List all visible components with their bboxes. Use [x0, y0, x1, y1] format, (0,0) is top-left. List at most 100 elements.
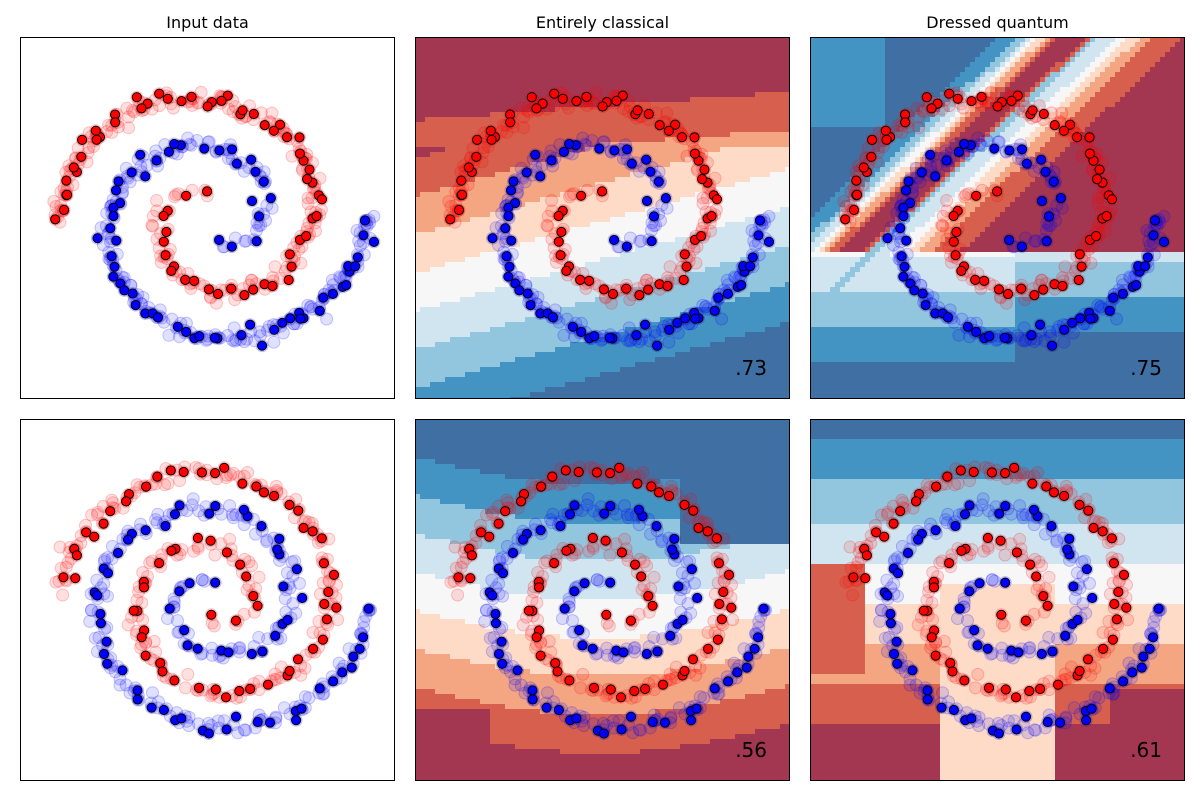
contour-cell [525, 42, 531, 48]
contour-cell [775, 52, 781, 58]
contour-cell [705, 137, 711, 143]
contour-cell [585, 172, 591, 178]
contour-cell [580, 172, 586, 178]
contour-cell [685, 162, 691, 168]
contour-cell [665, 97, 671, 103]
contour-cell [690, 77, 696, 83]
contour-cell [705, 282, 711, 288]
contour-cell [430, 162, 436, 168]
contour-cell [730, 252, 736, 258]
contour-cell [760, 47, 766, 53]
contour-cell [615, 122, 621, 128]
contour-cell [475, 47, 481, 53]
contour-cell [720, 112, 726, 118]
contour-cell [580, 52, 586, 58]
contour-cell [455, 67, 461, 73]
contour-cell [460, 67, 466, 73]
contour-cell [725, 212, 731, 218]
contour-cell [460, 62, 466, 68]
contour-cell [590, 267, 596, 273]
contour-cell [485, 247, 491, 253]
contour-cell [705, 117, 711, 123]
contour-cell [555, 117, 561, 123]
contour-cell [740, 312, 746, 318]
contour-cell [725, 137, 731, 143]
contour-cell [540, 142, 546, 148]
contour-cell [710, 117, 716, 123]
contour-cell [430, 247, 436, 253]
contour-cell [725, 167, 731, 173]
contour-cell [430, 312, 436, 318]
contour-cell [495, 152, 501, 158]
contour-cell [655, 62, 661, 68]
contour-cell [675, 147, 681, 153]
data-point [76, 151, 87, 162]
data-point [130, 300, 141, 311]
contour-cell [575, 302, 581, 308]
contour-cell [625, 182, 631, 188]
contour-cell [720, 42, 726, 48]
contour-cell [600, 177, 606, 183]
contour-cell [495, 42, 501, 48]
contour-cell [550, 282, 556, 288]
contour-cell [715, 167, 721, 173]
contour-cell [470, 282, 476, 288]
data-point [90, 125, 101, 136]
contour-cell [765, 307, 771, 313]
data-point [110, 185, 122, 196]
data-point [316, 194, 328, 205]
contour-cell [630, 212, 636, 218]
contour-cell [660, 82, 666, 88]
contour-cell [535, 252, 541, 258]
contour-cell [485, 82, 491, 88]
contour-cell [440, 167, 446, 173]
contour-cell [590, 247, 596, 253]
contour-cell [595, 272, 601, 278]
data-point [304, 164, 315, 175]
contour-cell [445, 92, 451, 98]
contour-cell [425, 72, 431, 78]
contour-cell [730, 77, 736, 83]
contour-cell [480, 192, 486, 198]
data-point [169, 138, 180, 150]
contour-cell [740, 82, 746, 88]
data-point [236, 330, 247, 341]
contour-cell [530, 52, 536, 58]
contour-cell [600, 72, 606, 78]
contour-cell [435, 272, 441, 278]
contour-cell [725, 302, 731, 308]
contour-cell [635, 87, 641, 93]
contour-cell [740, 202, 746, 208]
contour-cell [640, 182, 646, 188]
contour-cell [500, 322, 506, 328]
contour-cell [495, 317, 501, 323]
contour-cell [730, 102, 736, 108]
contour-cell [770, 82, 776, 88]
contour-cell [610, 197, 616, 203]
contour-cell [440, 52, 446, 58]
contour-cell [670, 92, 676, 98]
contour-cell [630, 217, 636, 223]
contour-cell [420, 252, 426, 258]
contour-cell [590, 47, 596, 53]
contour-cell [780, 187, 786, 193]
contour-cell [545, 292, 551, 298]
contour-cell [530, 192, 536, 198]
contour-cell [485, 187, 491, 193]
contour-cell [775, 297, 781, 303]
contour-cell [455, 137, 461, 143]
contour-cell [595, 72, 601, 78]
contour-cell [480, 197, 486, 203]
data-point [172, 321, 183, 332]
contour-cell [475, 287, 481, 293]
contour-cell [670, 152, 676, 158]
contour-cell [575, 257, 581, 263]
contour-cell [435, 102, 441, 108]
contour-cell [465, 317, 471, 323]
contour-cell [650, 312, 656, 318]
contour-cell [615, 187, 621, 193]
contour-cell [445, 137, 451, 143]
contour-cell [510, 167, 516, 173]
contour-cell [430, 222, 436, 228]
contour-cell [670, 247, 676, 253]
